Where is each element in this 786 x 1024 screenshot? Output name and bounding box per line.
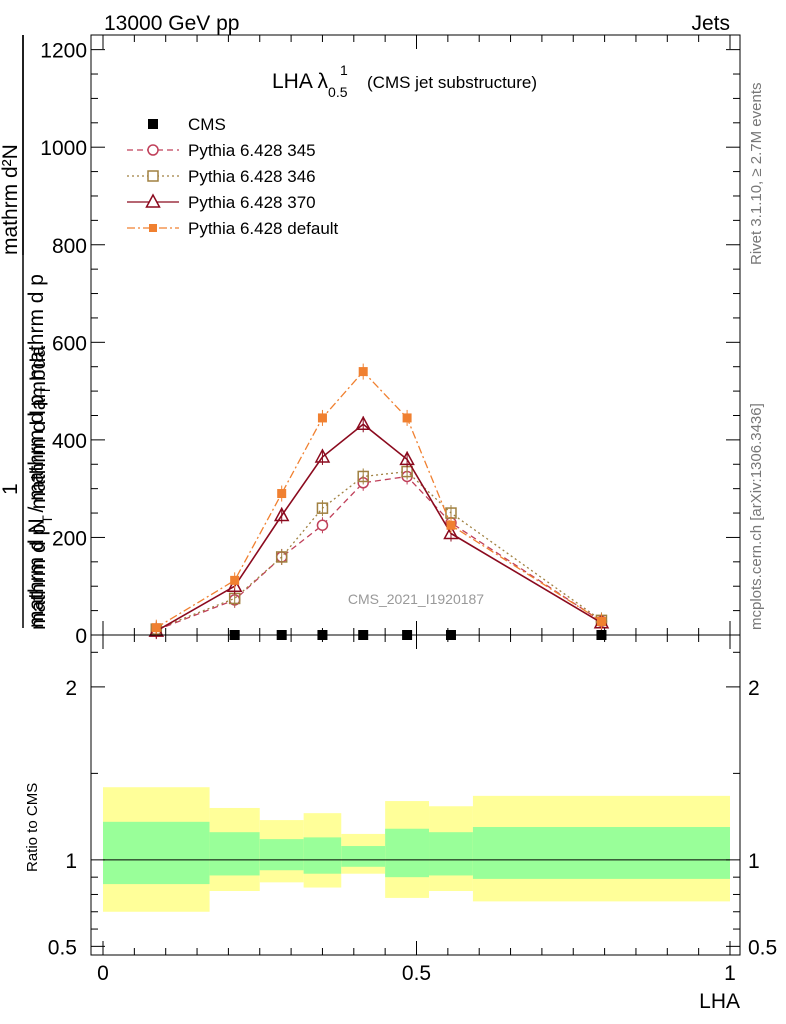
ratio-y-tick-label: 2 (65, 677, 77, 700)
ratio-band-inner-1 (209, 832, 260, 876)
data-point-3-5 (399, 450, 415, 466)
ratio-band-inner-4 (341, 846, 386, 867)
ylabel-den: mathrm d N / mathrm d pT mathrm d p (25, 274, 53, 628)
legend-label-3: Pythia 6.428 370 (188, 193, 316, 212)
data-point-1-3 (316, 519, 329, 531)
ratio-band-inner-7 (472, 827, 730, 879)
data-point-4-1 (230, 575, 240, 585)
series-line-3 (155, 423, 602, 632)
x-tick-label: 1 (724, 962, 736, 985)
ratio-bands (103, 787, 730, 912)
legend-marker-0 (148, 119, 158, 129)
svg-text:LHA λ0.5: LHA λ0.5 (272, 70, 348, 100)
x-tick-label: 0.5 (402, 962, 431, 985)
data-point-2-3 (316, 502, 329, 514)
plot-title: LHA λ0.5 1 (CMS jet substructure) (272, 62, 537, 100)
ratio-y-tick-label-right: 1 (748, 850, 760, 873)
ratio-y-tick-label-right: 2 (748, 677, 760, 700)
data-point-4-6 (446, 520, 456, 530)
main-ylabel: mathrm d²N mathrm d pT mathrm d lambda 1… (0, 35, 55, 630)
ratio-x-ticks: 0 0.5 1 (97, 635, 736, 985)
y-tick-label: 1200 (40, 40, 87, 63)
series-line-1 (156, 475, 602, 631)
ratio-y-tick-label: 0.5 (48, 936, 77, 959)
ratio-plot-frame (90, 634, 741, 956)
ylabel-one: 1 (0, 483, 22, 495)
data-point-4-2 (277, 489, 287, 499)
ratio-y-tick-label: 1 (65, 850, 77, 873)
y-tick-label: 800 (52, 235, 87, 258)
header-right: Jets (691, 12, 730, 35)
ratio-band-inner-0 (103, 821, 210, 885)
x-tick-label: 0 (97, 962, 109, 985)
plot-title-sup: 1 (340, 62, 348, 78)
data-point-4-4 (358, 367, 368, 377)
data-point-3-4 (355, 415, 371, 431)
series-line-4 (155, 370, 602, 629)
data-point-4-7 (596, 616, 606, 626)
ylabel-num-line2: mathrm d pT mathrm d lambda (27, 346, 55, 630)
plot-title-suffix: (CMS jet substructure) (367, 73, 537, 92)
data-point-3-3 (314, 448, 331, 463)
y-tick-label: 400 (52, 430, 87, 453)
y-tick-label: 0 (75, 625, 87, 648)
ratio-ylabel: Ratio to CMS (24, 783, 41, 872)
ratio-band-inner-2 (259, 839, 304, 871)
x-axis-label: LHA (699, 990, 740, 1013)
data-point-3-2 (273, 506, 290, 522)
legend-label-4: Pythia 6.428 default (188, 219, 339, 238)
ratio-y-tick-label-right: 0.5 (748, 936, 777, 959)
data-point-4-3 (317, 413, 327, 423)
y-tick-label: 1000 (40, 137, 87, 160)
data-point-4-0 (151, 623, 161, 633)
ylabel-num-line1: mathrm d²N (0, 144, 22, 255)
data-point-4-5 (402, 413, 412, 423)
main-x-ticks (102, 35, 731, 635)
legend-marker-3 (145, 193, 161, 208)
data-point-2-2 (275, 551, 288, 563)
ratio-band-inner-6 (429, 832, 473, 876)
y-tick-label: 200 (52, 527, 87, 550)
legend-label-0: CMS (188, 115, 226, 134)
legend: CMS Pythia 6.428 345 Pythia 6.428 346 Pythi… (127, 115, 339, 238)
legend-marker-4 (149, 224, 157, 232)
data-point-3-6 (443, 524, 459, 540)
y-tick-label: 600 (52, 332, 87, 355)
ratio-band-inner-3 (303, 837, 342, 874)
legend-label-1: Pythia 6.428 345 (188, 141, 316, 160)
ratio-band-inner-5 (385, 828, 430, 878)
header-left: 13000 GeV pp (104, 12, 239, 35)
main-y-ticks: 0 200 400 600 800 1000 1200 (40, 40, 740, 648)
data-point-3-1 (226, 577, 243, 592)
legend-marker-1 (147, 144, 159, 156)
legend-marker-2 (147, 170, 159, 182)
rivet-label: Rivet 3.1.10, ≥ 2.7M events (748, 83, 765, 266)
ratio-y-ticks: 0.5 0.5 1 1 2 2 (48, 651, 777, 959)
legend-label-2: Pythia 6.428 346 (188, 167, 316, 186)
data-point-2-4 (357, 470, 369, 483)
mcplots-label: mcplots.cern.ch [arXiv:1306.3436] (748, 403, 765, 630)
analysis-watermark: CMS_2021_I1920187 (348, 591, 484, 607)
